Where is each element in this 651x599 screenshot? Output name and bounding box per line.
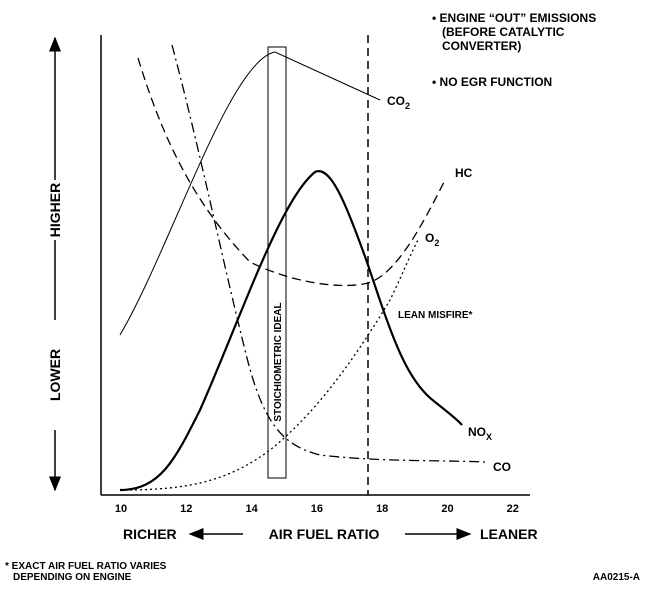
curve-name: CO [493, 460, 511, 474]
x-tick-label: 14 [245, 503, 258, 515]
curve-name: O [425, 231, 434, 245]
note: CONVERTER) [442, 39, 521, 53]
x-tick-label: 12 [180, 503, 192, 515]
curve-label: O2 [425, 231, 439, 248]
curve-name: CO [387, 94, 405, 108]
curve-label: NOX [468, 425, 492, 442]
stoichiometric-label: STOICHIOMETRIC IDEAL [273, 302, 284, 421]
nox-curve [119, 170, 463, 492]
curve-label: CO [493, 460, 511, 474]
curve-subscript: 2 [405, 101, 410, 111]
higher-label: HIGHER [47, 183, 63, 237]
x-tick-label: 18 [376, 503, 388, 515]
x-axis-title: AIR FUEL RATIO [269, 526, 380, 542]
x-ticks: 10 12 14 16 18 20 22 [115, 503, 519, 515]
curve-name: HC [455, 166, 473, 180]
hc-curve [137, 57, 446, 287]
note: • NO EGR FUNCTION [432, 75, 552, 89]
stoichiometric-band [267, 46, 287, 479]
x-tick-label: 10 [115, 503, 127, 515]
richer-label: RICHER [123, 526, 177, 542]
curve-label: HC [455, 166, 473, 180]
curve-name: NO [468, 425, 486, 439]
lower-label: LOWER [47, 349, 63, 401]
x-tick-label: 16 [311, 503, 323, 515]
note: • ENGINE “OUT” EMISSIONS [432, 11, 596, 25]
leaner-label: LEANER [480, 526, 538, 542]
co2-curve [119, 51, 381, 336]
curve-subscript: X [486, 432, 492, 442]
curve-label: CO2 [387, 94, 410, 111]
curve-subscript: 2 [434, 238, 439, 248]
figure-id: AA0215-A [593, 572, 640, 583]
footnote: * EXACT AIR FUEL RATIO VARIES [5, 561, 167, 572]
x-tick-label: 20 [441, 503, 453, 515]
co-curve [171, 44, 486, 463]
footnote: DEPENDING ON ENGINE [13, 572, 132, 583]
x-tick-label: 22 [507, 503, 519, 515]
notes: • ENGINE “OUT” EMISSIONS(BEFORE CATALYTI… [432, 11, 596, 89]
lean-misfire-label: LEAN MISFIRE* [398, 310, 473, 321]
o2-curve [124, 239, 419, 491]
note: (BEFORE CATALYTIC [442, 25, 565, 39]
